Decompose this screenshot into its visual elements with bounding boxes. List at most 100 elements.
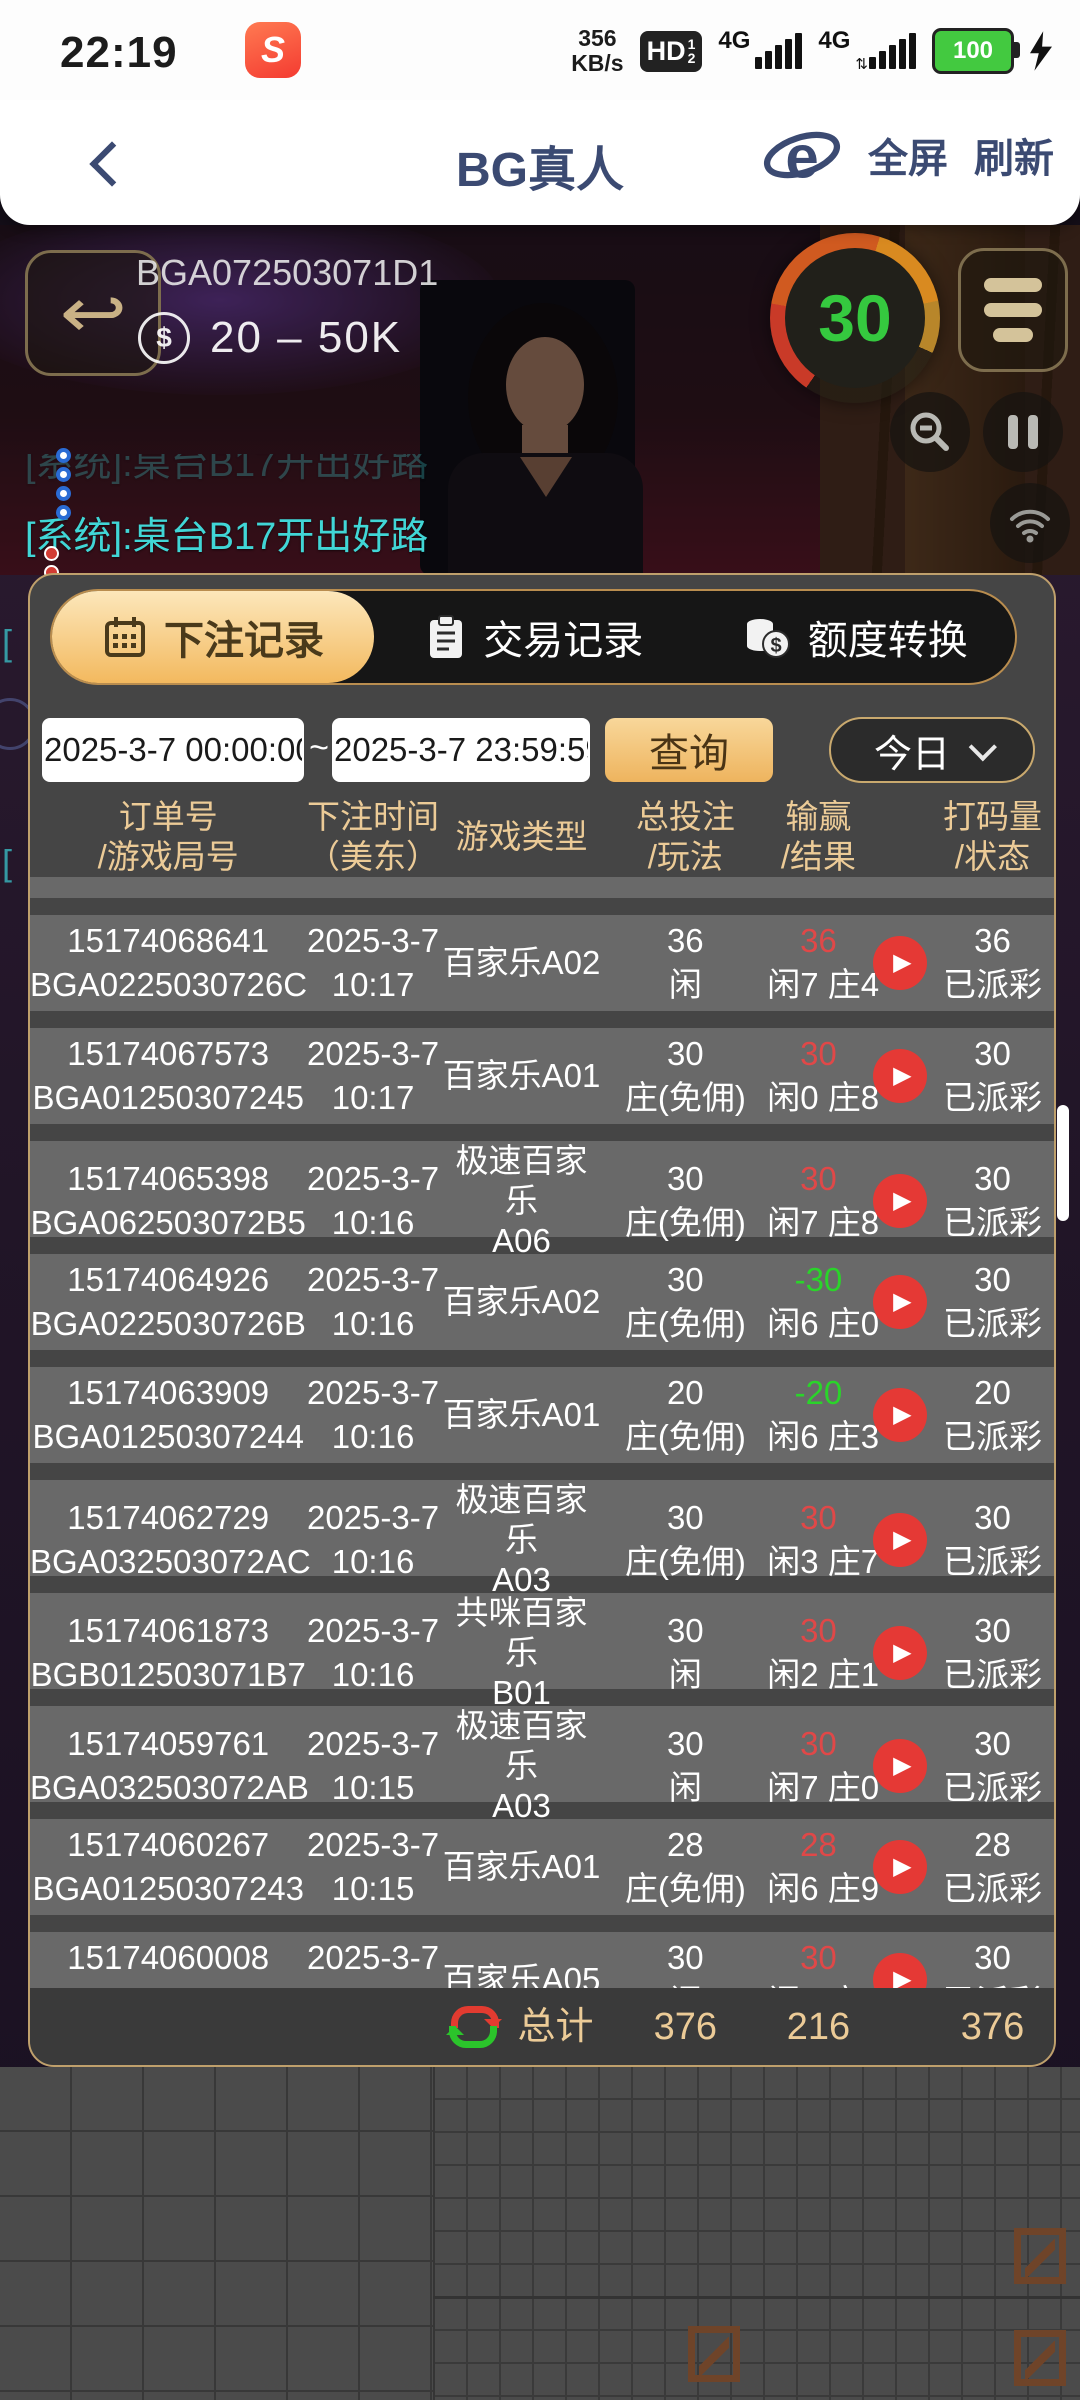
- totals-label-cell: 总计: [440, 2004, 604, 2050]
- game-type: 极速百家乐 A06: [455, 1142, 588, 1259]
- play-icon: ▶: [893, 1639, 912, 1666]
- play-icon: ▶: [893, 1401, 912, 1428]
- bet-time: 10:17: [331, 966, 415, 1003]
- game-type: 百家乐A01: [442, 1848, 601, 1885]
- replay-button[interactable]: ▶: [873, 1739, 928, 1793]
- query-button[interactable]: 查询: [605, 718, 773, 782]
- bet-time: 10:16: [331, 1543, 415, 1580]
- app-header: BG真人 e 全屏 刷新: [0, 100, 1080, 225]
- bet-play: 庄(免佣): [624, 1870, 746, 1907]
- total-bet: 376: [653, 2005, 718, 2048]
- turnover-amount: 30: [974, 1261, 1011, 1298]
- game-round-number: BGA01250307244: [32, 1418, 305, 1455]
- table-row: 15174060008BGA052503071C8 2025-3-710:15 …: [30, 1932, 1054, 1992]
- payout-status: 已派彩: [943, 1543, 1042, 1580]
- date-range-dropdown[interactable]: 今日: [829, 717, 1035, 783]
- replay-button[interactable]: ▶: [873, 936, 928, 990]
- payout-status: 已派彩: [943, 1656, 1042, 1693]
- replay-button[interactable]: ▶: [873, 1840, 928, 1894]
- tab-transaction-records[interactable]: 交易记录: [374, 591, 695, 683]
- tab-quota-transfer[interactable]: $ 额度转换: [695, 591, 1016, 683]
- game-type: 百家乐A02: [442, 944, 601, 981]
- video-menu-button[interactable]: [958, 248, 1068, 372]
- order-number: 15174062729: [67, 1499, 270, 1536]
- svg-text:$: $: [770, 635, 781, 657]
- bet-date: 2025-3-7: [306, 1939, 440, 1976]
- play-icon: ▶: [893, 1288, 912, 1315]
- win-amount: 28: [800, 1826, 837, 1863]
- order-number: 15174065398: [67, 1160, 270, 1197]
- turnover-amount: 30: [974, 1612, 1011, 1649]
- turnover-amount: 30: [974, 1499, 1011, 1536]
- turnover-amount: 28: [974, 1826, 1011, 1863]
- game-result: 闲6 庄9: [767, 1870, 880, 1907]
- play-icon: ▶: [893, 949, 912, 976]
- zoom-out-button[interactable]: [890, 392, 970, 472]
- replay-button[interactable]: ▶: [873, 1388, 928, 1442]
- play-icon: ▶: [893, 1752, 912, 1779]
- table-row: 15174059761 BGA032503072AB 2025-3-7 10:15 …: [30, 1706, 1054, 1824]
- battery-icon: 100: [932, 28, 1020, 74]
- play-icon: ▶: [893, 1062, 912, 1089]
- bet-time: 10:16: [331, 1204, 415, 1241]
- replay-button[interactable]: ▶: [873, 1174, 928, 1228]
- payout-status: 已派彩: [931, 1980, 1054, 1992]
- fullscreen-button[interactable]: 全屏: [868, 137, 948, 181]
- chat-fragment: [: [2, 842, 13, 883]
- order-number: 15174068641: [67, 922, 270, 959]
- signal-sim2-icon: 4G ⇅: [818, 27, 916, 73]
- start-time-input[interactable]: [42, 718, 304, 782]
- replay-button[interactable]: ▶: [873, 1049, 928, 1103]
- pause-button[interactable]: [983, 392, 1063, 472]
- page-title: BG真人: [455, 144, 624, 197]
- bet-date: 2025-3-7: [306, 1826, 440, 1863]
- bet-date: 2025-3-7: [306, 1725, 440, 1762]
- page-scrollbar[interactable]: [1057, 1105, 1069, 1221]
- table-body[interactable]: BGA072503071D0 10:18 闲 闲9 庄2 ▶ 已派彩 15174…: [30, 877, 1054, 1992]
- game-round-number: BGA0225030726C: [30, 966, 308, 1003]
- replay-button[interactable]: ▶: [873, 1626, 928, 1680]
- game-type: 百家乐A01: [442, 1396, 601, 1433]
- stream-quality-button[interactable]: [990, 483, 1070, 563]
- game-round-number: BGA032503072AB: [30, 1769, 309, 1806]
- bet-time: 10:15: [331, 1769, 415, 1806]
- game-result: 闲7 庄8: [767, 1204, 880, 1241]
- bet-amount: 30: [666, 1035, 704, 1072]
- bet-play: 闲: [603, 1980, 767, 1992]
- tab-bet-records[interactable]: 下注记录: [52, 591, 374, 683]
- win-amount: -30: [794, 1261, 843, 1298]
- total-win: 216: [786, 2005, 851, 2048]
- table-row: 15174063909 BGA01250307244 2025-3-7 10:16 …: [30, 1367, 1054, 1463]
- bet-date: 2025-3-7: [306, 1612, 440, 1649]
- bet-amount: 36: [666, 922, 704, 959]
- win-amount: 30: [800, 1160, 837, 1197]
- replay-button[interactable]: ▶: [873, 1953, 928, 1992]
- coins-icon: $: [746, 619, 790, 658]
- bead-plate-grid: [0, 2067, 433, 2400]
- win-amount: 30: [800, 1939, 837, 1976]
- bet-play: 庄(免佣): [624, 1305, 746, 1342]
- game-round-number: BGA01250307245: [32, 1079, 305, 1116]
- game-result: 闲6 庄0: [767, 1305, 880, 1342]
- browser-icon[interactable]: e: [762, 122, 842, 188]
- table-row: 15174062729 BGA032503072AC 2025-3-7 10:16 …: [30, 1480, 1054, 1598]
- bet-records-modal: 下注记录 交易记录 $ 额度转换 ~ 查询: [28, 573, 1056, 2067]
- replay-button[interactable]: ▶: [873, 1275, 928, 1329]
- bet-time: 10:15: [331, 1870, 415, 1907]
- roadmap-marker: [1014, 2330, 1066, 2386]
- refresh-button[interactable]: 刷新: [974, 137, 1054, 181]
- table-row: 15174060267 BGA01250307243 2025-3-7 10:15 …: [30, 1819, 1054, 1915]
- baccarat-roadmap: [0, 2067, 1080, 2400]
- roadmap-legend-dots: [56, 448, 71, 520]
- table-row: BGA072503071D0 10:18 闲 闲9 庄2 ▶ 已派彩: [30, 877, 1054, 898]
- game-result: 闲6 庄3: [767, 1418, 880, 1455]
- turnover-amount: 20: [974, 1374, 1011, 1411]
- end-time-input[interactable]: [332, 718, 590, 782]
- game-type: 极速百家乐 A03: [455, 1481, 588, 1598]
- play-icon: ▶: [893, 1187, 912, 1214]
- table-row: 15174065398 BGA062503072B5 2025-3-7 10:16 …: [30, 1141, 1054, 1259]
- bet-date: 2025-3-7: [306, 922, 440, 959]
- replay-button[interactable]: ▶: [873, 1513, 928, 1567]
- bet-date: 2025-3-7: [306, 1261, 440, 1298]
